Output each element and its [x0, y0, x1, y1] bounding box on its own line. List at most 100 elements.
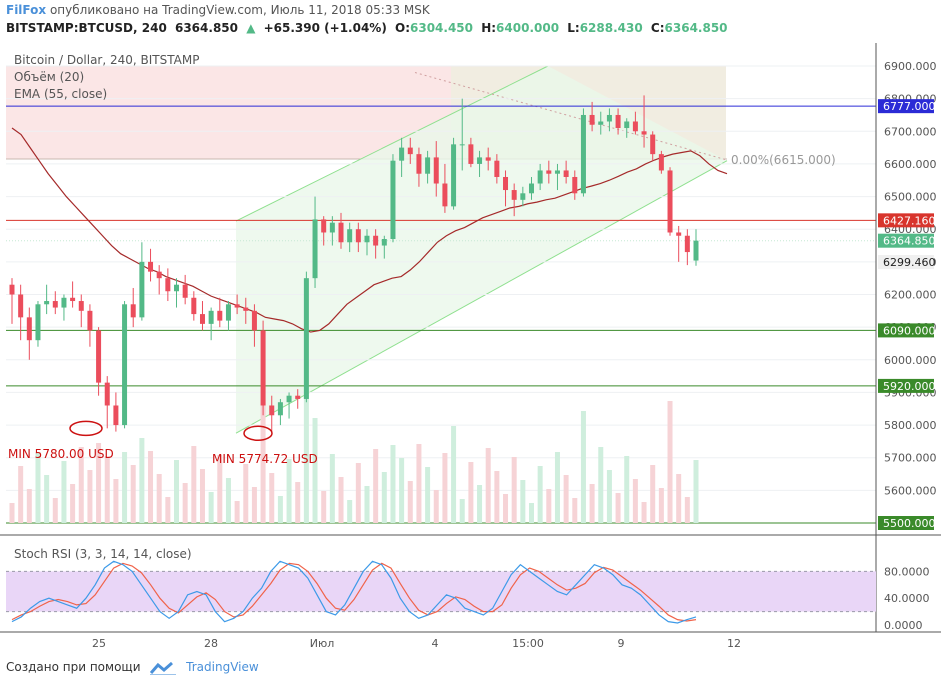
candle [407, 137, 413, 164]
volume-bar [148, 451, 154, 523]
min2-label: MIN 5774.72 USD [212, 452, 318, 466]
candle-body [87, 310, 93, 331]
candle [459, 98, 465, 171]
level-tag-bg [878, 255, 934, 270]
candle [286, 392, 292, 419]
candle-body [312, 219, 318, 279]
candle-body [667, 170, 673, 233]
up-arrow-icon: ▲ [246, 21, 256, 35]
author-name[interactable]: FilFox [6, 3, 47, 17]
candle [546, 160, 552, 184]
volume-bar [199, 469, 205, 523]
candle-body [286, 395, 292, 403]
candle-body [70, 297, 76, 302]
volume-bar [425, 467, 431, 523]
level-tag-bg [878, 99, 934, 114]
candle [615, 108, 621, 135]
candle-body [44, 301, 50, 305]
made-with-text: Создано при помощи [6, 660, 141, 674]
candle [26, 307, 32, 360]
volume-bar [44, 475, 50, 523]
candle-body [156, 271, 162, 279]
candle [96, 327, 102, 396]
candle-body [260, 330, 266, 406]
candle-body [347, 229, 353, 243]
volume-bar [26, 489, 32, 523]
volume-bar [598, 447, 604, 523]
level-tag: 6299.460 [883, 256, 936, 269]
candle [632, 111, 638, 135]
volume-bar [684, 497, 690, 523]
time-tick-label: 4 [432, 637, 439, 650]
price-tick-label: 6500.000 [884, 191, 937, 204]
candle-body [468, 144, 474, 164]
candle-body [606, 114, 612, 122]
candle [684, 229, 690, 266]
volume-bar [364, 486, 370, 523]
volume-bar [122, 452, 128, 523]
level-tag-bg [878, 213, 934, 228]
volume-bar [442, 453, 448, 523]
volume-bar [528, 503, 534, 523]
min2-circle [243, 425, 273, 441]
candle-body [693, 240, 699, 261]
footer: Создано при помощи TradingView [6, 660, 259, 675]
candle-body [572, 176, 578, 194]
volume-bar [554, 452, 560, 523]
volume-bar [208, 492, 214, 523]
candle [528, 176, 534, 200]
candle-body [650, 134, 656, 155]
candle-body [615, 114, 621, 129]
candle-body [355, 229, 361, 243]
stoch-tick-label: 0.0000 [884, 619, 923, 632]
candle-body [303, 278, 309, 399]
volume-bar [52, 498, 58, 523]
candle-body [442, 183, 448, 207]
time-tick-label: 12 [727, 637, 741, 650]
volume-bar [589, 484, 595, 523]
candle [303, 271, 309, 403]
candle-body [373, 235, 379, 246]
volume-bar [251, 487, 257, 523]
ema-line [11, 127, 728, 333]
candle [641, 95, 647, 148]
tradingview-link[interactable]: TradingView [186, 660, 259, 674]
candle-body [96, 330, 102, 383]
volume-bar [485, 448, 491, 523]
candle [693, 229, 699, 266]
candle-body [528, 183, 534, 194]
volume-bar [468, 462, 474, 523]
volume-bar [632, 479, 638, 523]
candle-body [52, 301, 58, 308]
volume-bar [373, 449, 379, 523]
volume-bar [624, 456, 630, 523]
candle [251, 304, 257, 347]
candle-body [425, 157, 431, 174]
price-tick-label: 5800.000 [884, 419, 937, 432]
candle-body [390, 160, 396, 240]
candle [234, 294, 240, 315]
volume-bar [667, 401, 673, 523]
candle [390, 154, 396, 243]
volume-bar [381, 472, 387, 523]
open-label: O:6304.450 [395, 21, 474, 35]
price-tick-label: 6700.000 [884, 125, 937, 138]
volume-bar [321, 491, 327, 523]
level-tag: 6777.000 [883, 100, 936, 113]
price-tick-label: 6200.000 [884, 289, 937, 302]
candle-body [451, 144, 457, 207]
high-label: H:6400.000 [481, 21, 560, 35]
candle-body [658, 154, 664, 171]
candle [442, 163, 448, 213]
candle-body [191, 297, 197, 315]
publish-line: FilFox опубликовано на TradingView.com, … [6, 3, 430, 17]
volume-bar [70, 484, 76, 523]
candle-body [277, 402, 283, 416]
candle-body [503, 176, 509, 191]
candle-body [251, 310, 257, 331]
candle [208, 307, 214, 341]
stoch-k-line [11, 560, 697, 624]
candle [191, 291, 197, 321]
candle [18, 284, 24, 341]
candle [503, 170, 509, 207]
